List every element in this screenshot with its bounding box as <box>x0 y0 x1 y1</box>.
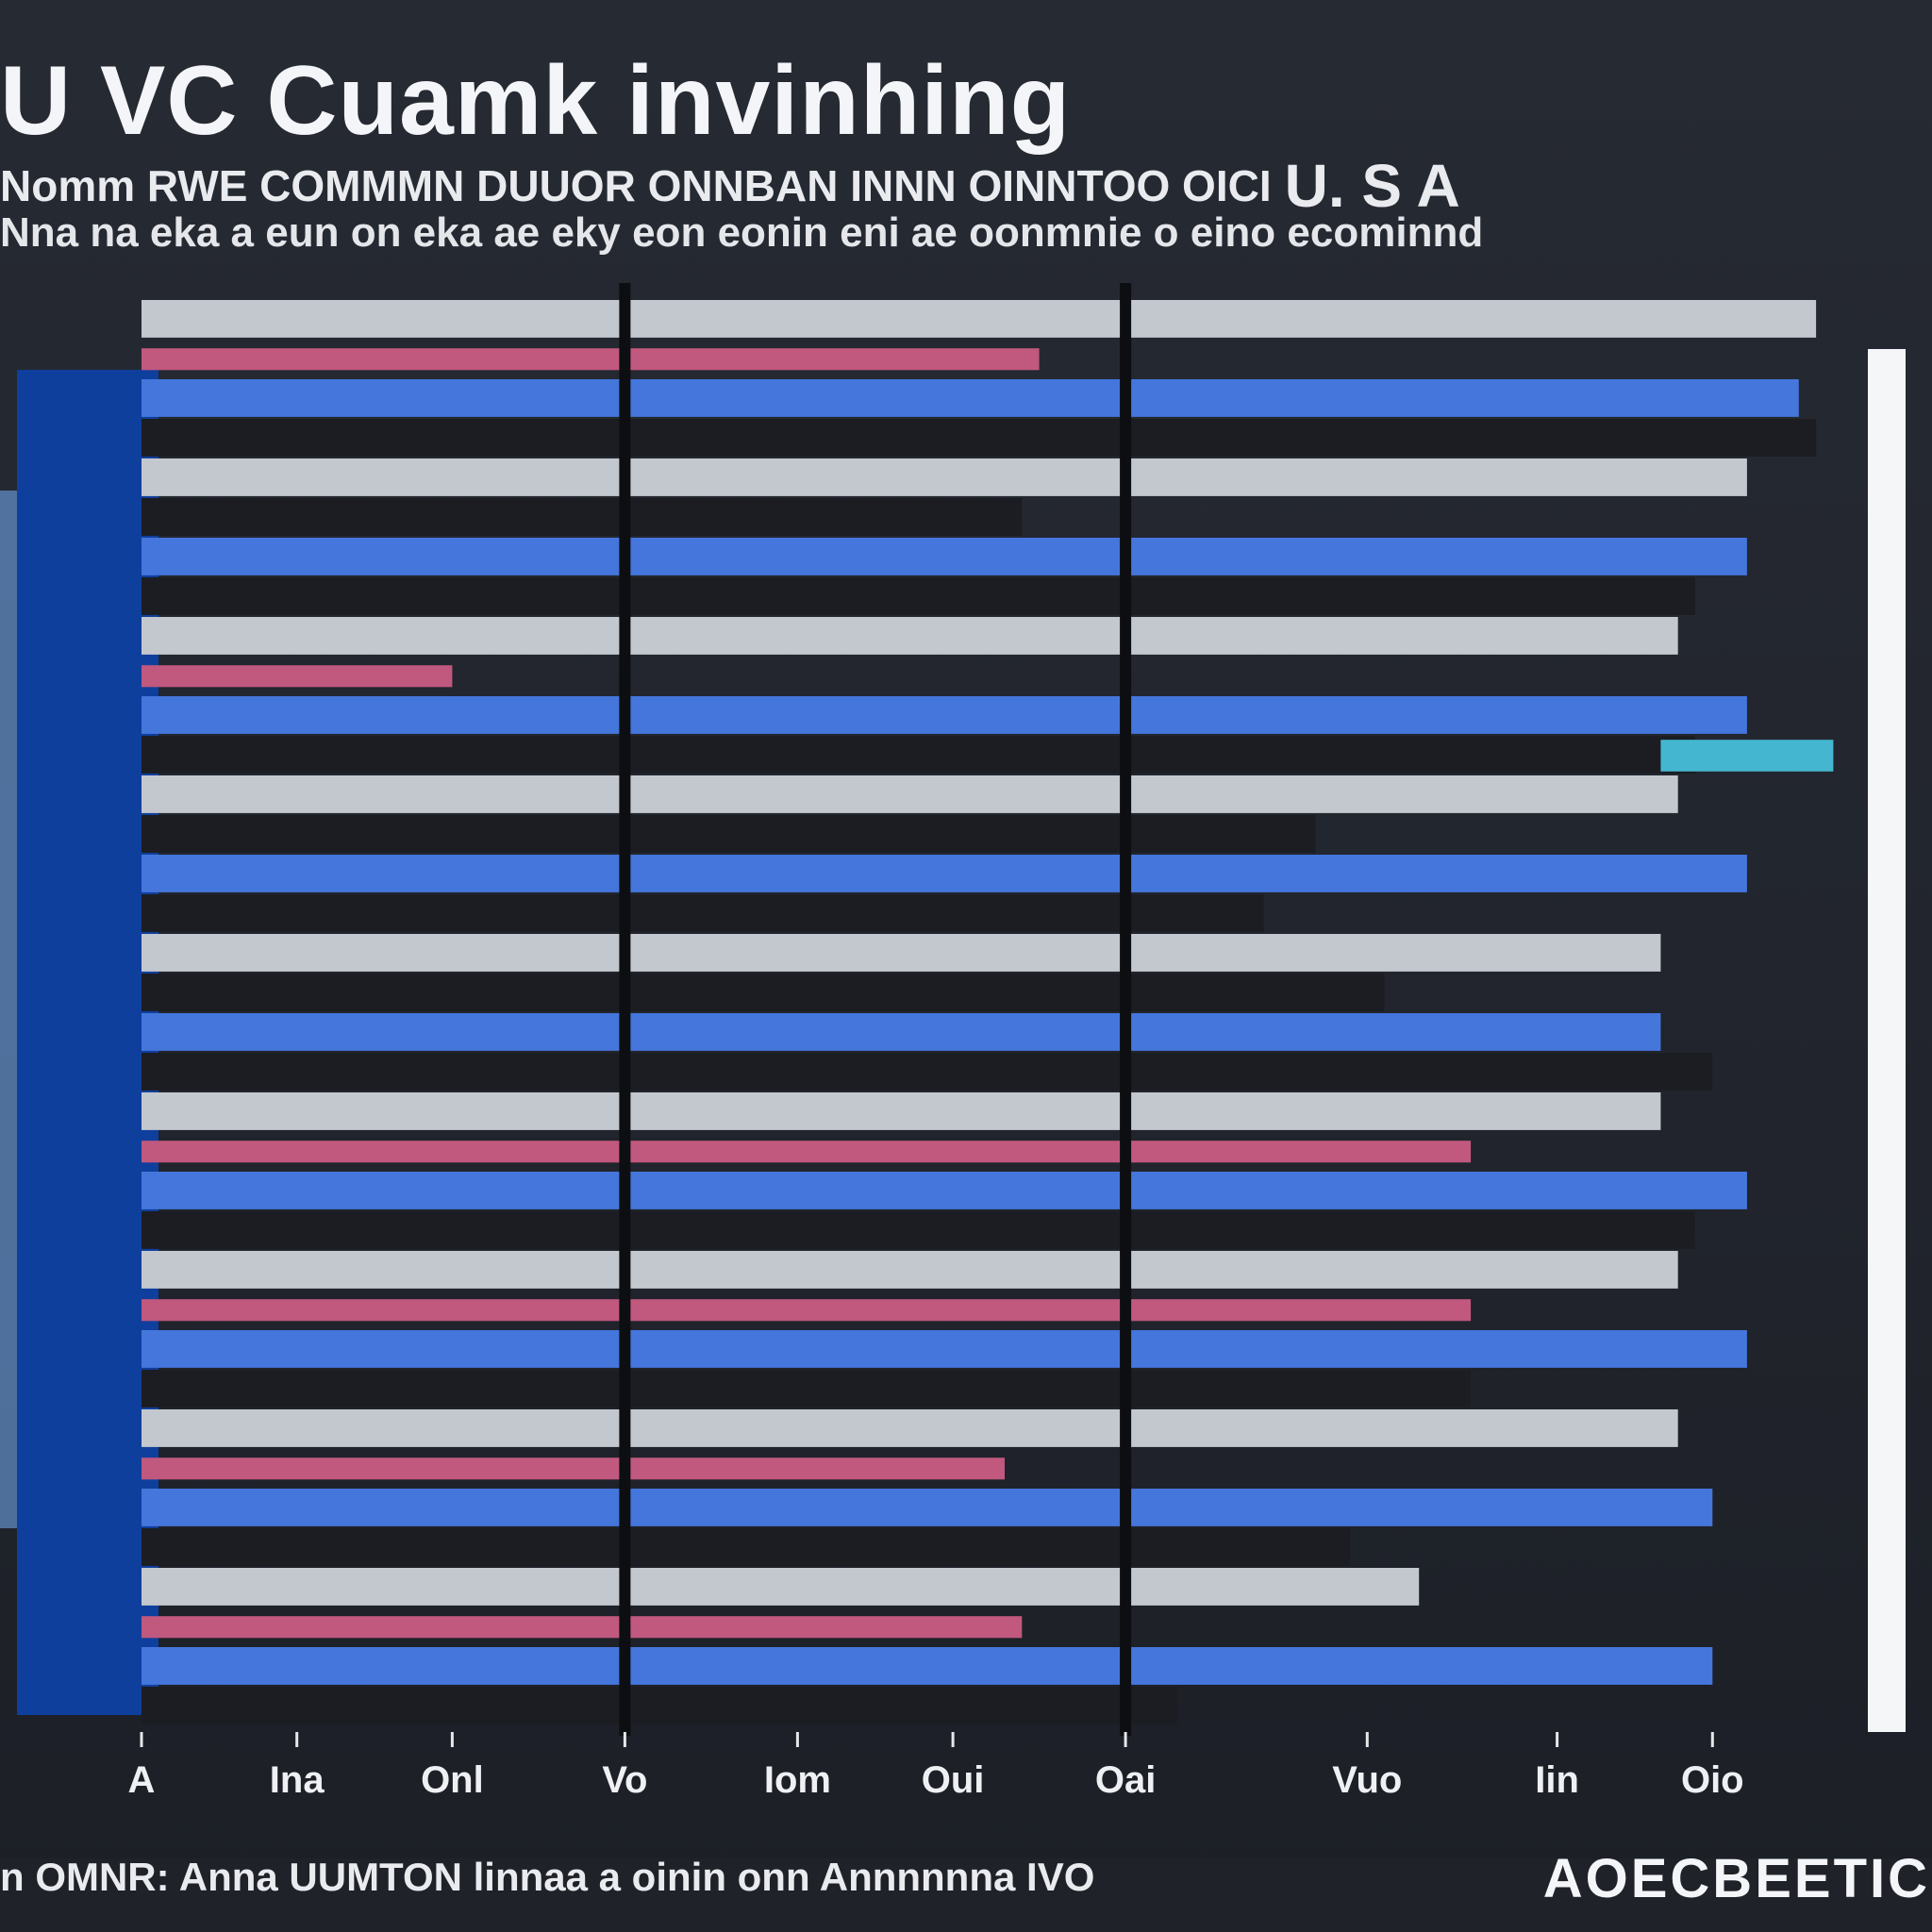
bar-row-9 <box>142 617 1678 655</box>
x-tick-label-6: Oui <box>922 1759 985 1801</box>
x-tick-label-1: A <box>128 1759 156 1801</box>
right-side-panel <box>1868 349 1906 1732</box>
bar-row-31 <box>142 1489 1713 1526</box>
bar-row-25 <box>142 1251 1678 1289</box>
bar-row-17 <box>142 934 1661 972</box>
bar-row-33 <box>142 1568 1420 1606</box>
x-tick-label-9: Iin <box>1535 1759 1579 1801</box>
x-tick-label-10: Oio <box>1681 1759 1744 1801</box>
left-edge-glow <box>0 491 17 1528</box>
bar-row-27 <box>142 1330 1747 1368</box>
bar-row-32 <box>142 1528 1350 1566</box>
bar-row-30 <box>142 1457 1005 1480</box>
bar-row-13 <box>142 775 1678 813</box>
bar-row-16 <box>142 894 1264 932</box>
chart-brand: AOECBEETIC <box>1542 1848 1930 1909</box>
chart-title: U VC Cuamk invinhing <box>0 46 1072 156</box>
x-tick-label-3: Onl <box>421 1759 484 1801</box>
x-tick-label-4: Vo <box>602 1759 647 1801</box>
bar-row-29 <box>142 1409 1678 1447</box>
bar-row-10 <box>142 665 453 688</box>
bar-row-2 <box>142 348 1040 371</box>
bar-row-18 <box>142 974 1385 1011</box>
left-side-panel <box>17 370 158 1715</box>
bar-row-11 <box>142 696 1747 734</box>
x-tick-label-7: Oai <box>1095 1759 1156 1801</box>
bar-row-7 <box>142 538 1747 575</box>
bar-row-19 <box>142 1013 1661 1051</box>
footer-band <box>0 1858 1932 1932</box>
bar-row-14 <box>142 815 1316 853</box>
bar-row-36 <box>142 1687 1177 1724</box>
bar-row-28 <box>142 1370 1472 1407</box>
bar-row-8 <box>142 577 1695 615</box>
chart-source-note: n OMNR: Anna UUMTON linnaa a oinin onn A… <box>0 1855 1095 1899</box>
bar-row-1 <box>142 300 1817 338</box>
bar-row-5 <box>142 458 1747 496</box>
bar-row-4 <box>142 419 1817 457</box>
highlight-bar-1 <box>1660 740 1834 772</box>
x-tick-label-2: Ina <box>270 1759 325 1801</box>
bar-row-6 <box>142 498 1023 536</box>
bar-row-24 <box>142 1211 1695 1249</box>
chart-subtitle: Nomm RWE COMMMN DUUOR ONNBAN INNN OINNTO… <box>0 151 1460 221</box>
chart-subtitle-secondary: Nna na eka a eun on eka ae eky eon eonin… <box>0 209 1484 256</box>
bar-row-12 <box>142 736 1695 774</box>
chart-subtitle-highlight: U. S A <box>1284 152 1460 220</box>
bar-row-20 <box>142 1053 1713 1091</box>
chart-subtitle-text: Nomm RWE COMMMN DUUOR ONNBAN INNN OINNTO… <box>0 161 1272 210</box>
x-tick-label-8: Vuo <box>1332 1759 1402 1801</box>
bar-row-34 <box>142 1616 1023 1639</box>
bar-row-35 <box>142 1647 1713 1685</box>
x-tick-label-5: Iom <box>764 1759 831 1801</box>
bar-row-21 <box>142 1092 1661 1130</box>
bar-row-22 <box>142 1141 1472 1163</box>
bar-row-15 <box>142 855 1747 892</box>
bar-row-3 <box>142 379 1799 417</box>
bar-row-23 <box>142 1172 1747 1209</box>
bar-row-26 <box>142 1299 1472 1322</box>
